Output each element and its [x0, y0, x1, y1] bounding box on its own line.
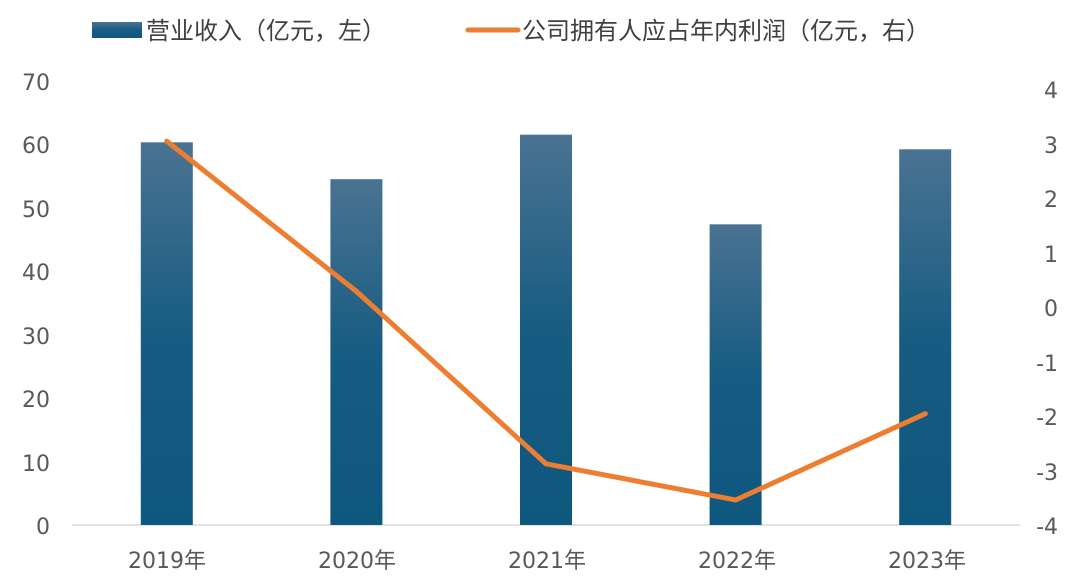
revenue-bar [330, 179, 383, 525]
x-tick: 2019年 [128, 549, 206, 574]
left-tick: 70 [22, 71, 50, 96]
legend: 营业收入（亿元，左） 公司拥有人应占年内利润（亿元，右） [92, 17, 930, 45]
revenue-bar [899, 149, 952, 526]
right-tick: 1 [1044, 243, 1058, 268]
profit-line-series [164, 138, 928, 503]
right-tick: -1 [1036, 352, 1058, 377]
left-tick: 40 [22, 261, 50, 286]
revenue-bars [140, 134, 952, 526]
left-axis: 0 10 20 30 40 50 60 70 [22, 71, 50, 540]
x-tick: 2021年 [508, 549, 586, 574]
right-tick: 0 [1044, 297, 1058, 322]
x-tick: 2023年 [888, 549, 966, 574]
x-axis: 2019年 2020年 2021年 2022年 2023年 [128, 549, 966, 574]
legend-label-profit: 公司拥有人应占年内利润（亿元，右） [522, 17, 930, 45]
profit-point [733, 497, 739, 503]
profit-point [164, 138, 170, 144]
revenue-bar [520, 134, 572, 525]
left-tick: 60 [22, 134, 50, 159]
profit-point [922, 411, 928, 417]
right-tick: 2 [1044, 188, 1058, 213]
revenue-bar [709, 224, 762, 526]
left-tick: 30 [22, 325, 50, 350]
right-tick: -3 [1036, 461, 1058, 486]
right-tick: 3 [1044, 134, 1058, 159]
legend-label-revenue: 营业收入（亿元，左） [146, 17, 386, 45]
right-tick: -4 [1036, 515, 1058, 540]
left-tick: 50 [22, 198, 50, 223]
revenue-bar [140, 142, 193, 526]
right-tick: -2 [1036, 406, 1058, 431]
legend-swatch-revenue [92, 22, 142, 38]
left-tick: 20 [22, 388, 50, 413]
left-tick: 0 [36, 515, 50, 540]
left-tick: 10 [22, 452, 50, 477]
right-axis: -4 -3 -2 -1 0 1 2 3 4 [1036, 79, 1058, 540]
x-tick: 2022年 [698, 549, 776, 574]
right-tick: 4 [1044, 79, 1058, 104]
x-tick: 2020年 [318, 549, 396, 574]
profit-point [543, 461, 549, 467]
profit-point [353, 288, 359, 294]
